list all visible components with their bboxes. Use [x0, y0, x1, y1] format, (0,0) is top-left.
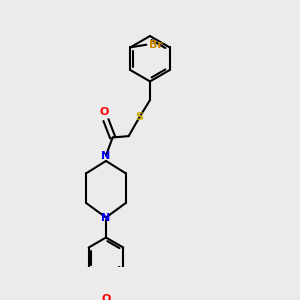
Text: O: O: [101, 294, 111, 300]
Text: O: O: [100, 107, 109, 117]
Text: N: N: [101, 151, 111, 160]
Text: N: N: [101, 212, 111, 223]
Text: S: S: [135, 112, 143, 122]
Text: Br: Br: [149, 40, 163, 50]
